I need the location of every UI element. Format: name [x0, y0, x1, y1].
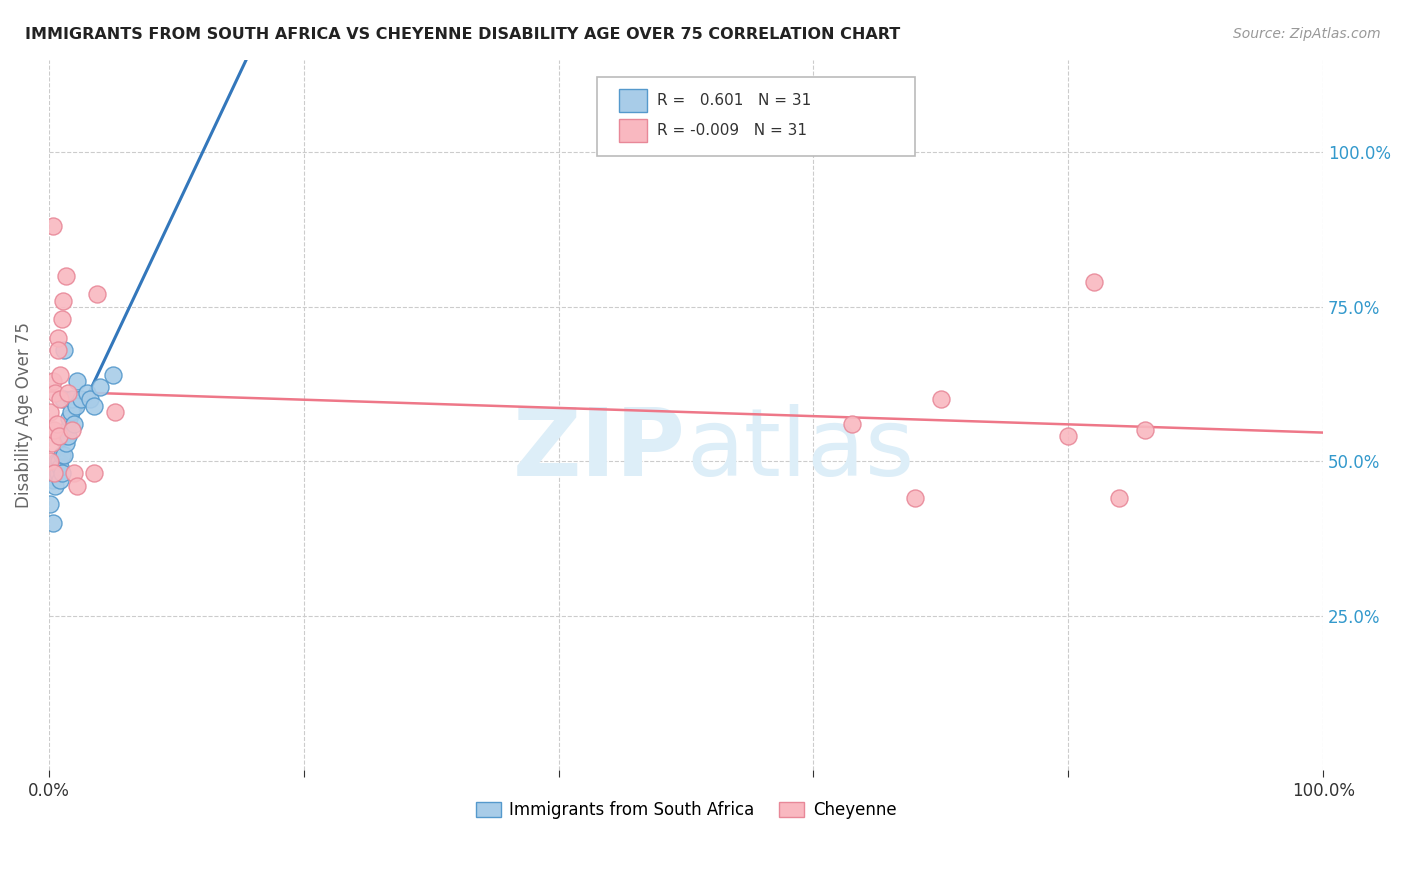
- Point: [51, 312, 73, 326]
- Point: [42, 423, 65, 437]
- Point: [46, 467, 69, 481]
- Point: [104, 405, 127, 419]
- Point: [60, 423, 83, 437]
- Point: [46, 343, 69, 357]
- Point: [52, 392, 75, 407]
- Point: [79, 392, 101, 407]
- Text: IMMIGRANTS FROM SOUTH AFRICA VS CHEYENNE DISABILITY AGE OVER 75 CORRELATION CHAR: IMMIGRANTS FROM SOUTH AFRICA VS CHEYENNE…: [25, 27, 901, 42]
- Point: [89, 380, 111, 394]
- Y-axis label: Disability Age Over 75: Disability Age Over 75: [15, 322, 32, 508]
- Point: [56, 386, 79, 401]
- Point: [49, 368, 72, 382]
- Point: [39, 497, 62, 511]
- Point: [83, 399, 105, 413]
- Point: [49, 473, 72, 487]
- Point: [1133, 423, 1156, 437]
- Point: [904, 491, 927, 506]
- Text: atlas: atlas: [686, 404, 914, 496]
- Point: [53, 343, 76, 357]
- Point: [55, 268, 77, 283]
- Point: [42, 516, 65, 530]
- Point: [58, 410, 80, 425]
- Point: [101, 368, 124, 382]
- Point: [46, 330, 69, 344]
- Point: [45, 454, 67, 468]
- Point: [42, 467, 65, 481]
- Point: [49, 392, 72, 407]
- Point: [39, 454, 62, 468]
- Point: [53, 448, 76, 462]
- Point: [48, 454, 70, 468]
- Point: [59, 405, 82, 419]
- Point: [51, 467, 73, 481]
- Point: [49, 460, 72, 475]
- Point: [41, 435, 63, 450]
- Point: [69, 392, 91, 407]
- Point: [51, 429, 73, 443]
- Point: [63, 417, 86, 431]
- Point: [65, 399, 87, 413]
- Point: [42, 374, 65, 388]
- Point: [45, 417, 67, 431]
- Point: [39, 405, 62, 419]
- Bar: [619, 120, 647, 142]
- Text: Source: ZipAtlas.com: Source: ZipAtlas.com: [1233, 27, 1381, 41]
- Point: [48, 429, 70, 443]
- Legend: Immigrants from South Africa, Cheyenne: Immigrants from South Africa, Cheyenne: [470, 794, 903, 826]
- Point: [1083, 275, 1105, 289]
- Point: [56, 423, 79, 437]
- Point: [929, 392, 952, 407]
- Point: [66, 374, 89, 388]
- Point: [56, 429, 79, 443]
- Point: [52, 293, 75, 308]
- Point: [1108, 491, 1130, 506]
- Point: [44, 386, 66, 401]
- Point: [44, 467, 66, 481]
- Point: [51, 448, 73, 462]
- Point: [76, 386, 98, 401]
- Text: R = -0.009   N = 31: R = -0.009 N = 31: [657, 123, 807, 138]
- Point: [86, 287, 108, 301]
- FancyBboxPatch shape: [598, 78, 915, 155]
- Point: [60, 392, 83, 407]
- Bar: [619, 89, 647, 112]
- Text: R =   0.601   N = 31: R = 0.601 N = 31: [657, 94, 811, 108]
- Point: [42, 219, 65, 234]
- Point: [63, 467, 86, 481]
- Point: [42, 473, 65, 487]
- Point: [55, 435, 77, 450]
- Point: [66, 479, 89, 493]
- Point: [44, 479, 66, 493]
- Point: [83, 467, 105, 481]
- Point: [1057, 429, 1080, 443]
- Point: [841, 417, 863, 431]
- Text: ZIP: ZIP: [513, 404, 686, 496]
